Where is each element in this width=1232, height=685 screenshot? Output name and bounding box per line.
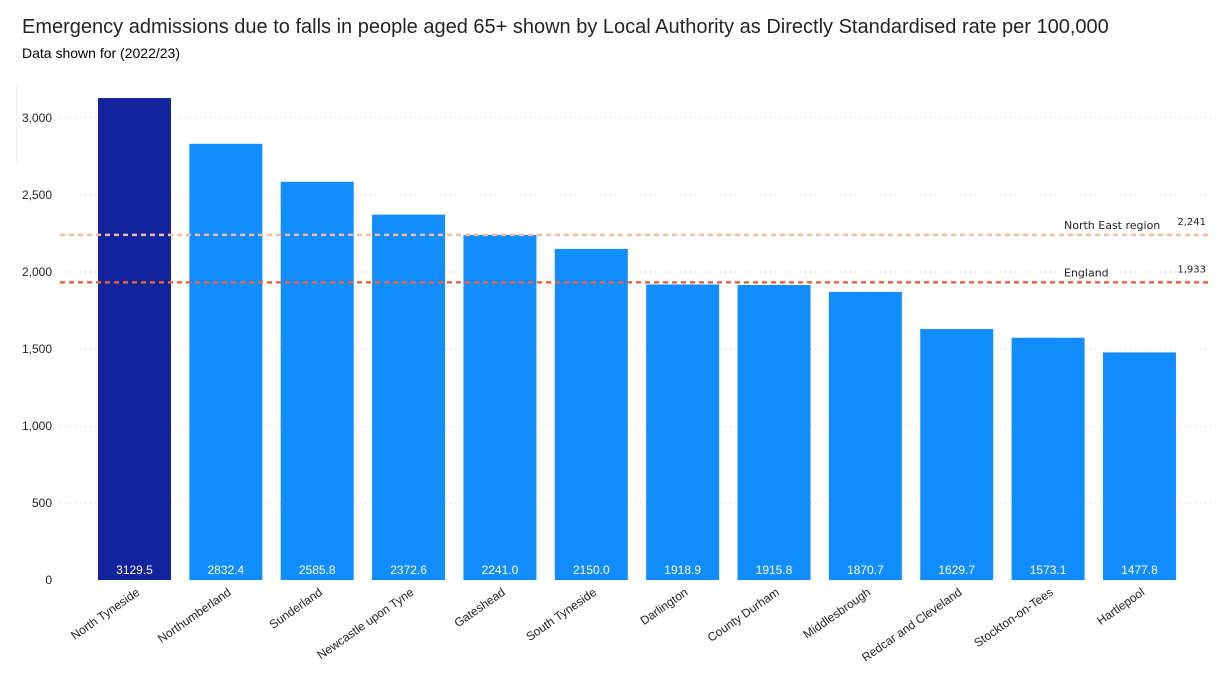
bar (372, 214, 446, 580)
x-tick-label: Middlesbrough (801, 585, 874, 642)
bar (554, 248, 628, 580)
y-tick-label: 3,000 (22, 111, 52, 125)
data-label: 1915.8 (756, 563, 793, 577)
x-tick-label: Northumberland (155, 585, 234, 646)
x-tick-label: Newcastle upon Tyne (314, 585, 416, 662)
reference-line-value: 2,241 (1177, 217, 1206, 228)
data-label: 2372.6 (390, 563, 427, 577)
bar (920, 329, 994, 580)
bar (98, 98, 171, 580)
reference-line-name: England (1064, 266, 1109, 279)
reference-line-name: North East region (1064, 219, 1160, 232)
bar (828, 291, 902, 580)
data-label: 1870.7 (847, 563, 884, 577)
y-tick-label: 0 (45, 573, 52, 587)
data-label: 2832.4 (208, 563, 245, 577)
bar (280, 181, 354, 580)
y-tick-label: 500 (32, 496, 52, 510)
x-tick-label: North Tyneside (68, 585, 142, 643)
y-tick-label: 2,500 (22, 188, 52, 202)
x-tick-label: County Durham (705, 585, 782, 645)
x-tick-label: Sunderland (267, 585, 325, 632)
data-label: 1629.7 (938, 563, 975, 577)
data-label: 1477.8 (1121, 563, 1158, 577)
data-label: 2150.0 (573, 563, 610, 577)
x-tick-label: South Tyneside (523, 585, 599, 644)
bar (1011, 337, 1085, 580)
data-label: 3129.5 (116, 563, 153, 577)
x-tick-label: Stockton-on-Tees (971, 585, 1056, 650)
data-label: 2585.8 (299, 563, 336, 577)
bar (646, 284, 720, 580)
y-tick-label: 2,000 (22, 265, 52, 279)
chart-title: Emergency admissions due to falls in peo… (22, 16, 1109, 38)
data-label: 2241.0 (482, 563, 519, 577)
bar (463, 234, 537, 581)
y-tick-label: 1,500 (22, 342, 52, 356)
data-label: 1573.1 (1030, 563, 1067, 577)
reference-line-value: 1,933 (1177, 264, 1206, 275)
data-label: 1918.9 (664, 563, 701, 577)
bar (189, 143, 263, 580)
x-tick-label: Hartlepool (1094, 585, 1147, 628)
bar (1102, 352, 1176, 580)
x-tick-label: Gateshead (452, 585, 508, 630)
y-tick-label: 1,000 (22, 419, 52, 433)
x-tick-label: Darlington (638, 585, 691, 628)
bar (737, 284, 811, 580)
chart-subtitle: Data shown for (2022/23) (22, 45, 180, 61)
x-tick-label: Redcar and Cleveland (859, 585, 964, 665)
